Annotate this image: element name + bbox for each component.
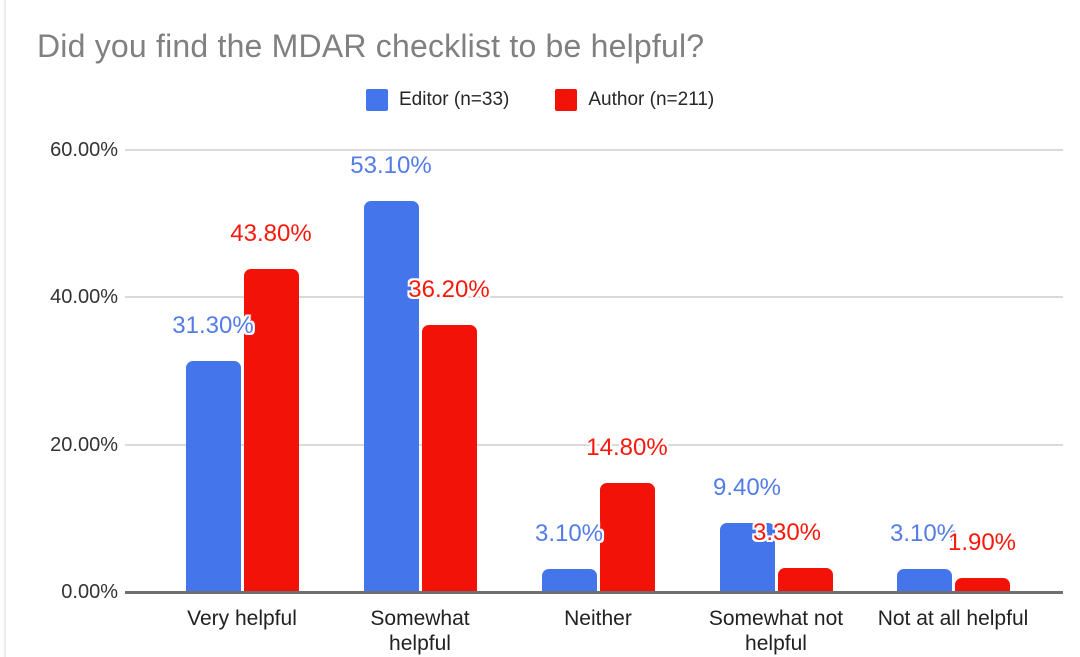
legend-item-editor: Editor (n=33) [366, 89, 509, 111]
bar-author-0 [243, 269, 299, 592]
value-label-author-1: 36.20% [408, 276, 490, 304]
y-tick-label: 20.00% [50, 433, 118, 456]
y-tick-label: 0.00% [61, 581, 118, 603]
value-label-editor-4: 3.10% [889, 520, 959, 548]
legend-item-author: Author (n=211) [555, 89, 714, 111]
bar-author-1 [421, 325, 477, 592]
value-label-author-2: 14.80% [586, 433, 668, 461]
y-tick-label: 60.00% [50, 138, 118, 161]
legend-label-author: Author (n=211) [588, 89, 715, 110]
bar-editor-4 [896, 569, 952, 592]
legend-label-editor: Editor (n=33) [399, 89, 510, 110]
bar-author-2 [599, 482, 655, 592]
x-category-label: Somewhat helpful [370, 607, 470, 655]
gridline [125, 296, 1063, 299]
legend: Editor (n=33) Author (n=211) [366, 89, 714, 111]
gridline [125, 148, 1063, 151]
value-label-author-0: 43.80% [230, 220, 312, 248]
bar-author-4 [954, 577, 1010, 592]
page-edge-line [4, 0, 6, 657]
chart-title: Did you find the MDAR checklist to be he… [37, 28, 705, 64]
gridline [125, 443, 1063, 446]
bar-author-3 [777, 567, 833, 592]
bar-editor-2 [541, 569, 597, 592]
value-label-author-4: 1.90% [947, 528, 1017, 556]
y-tick-label: 40.00% [50, 286, 118, 309]
bar-editor-3 [719, 522, 775, 592]
value-label-author-3: 3.30% [752, 518, 822, 546]
x-category-label: Not at all helpful [877, 607, 1029, 630]
value-label-editor-0: 31.30% [172, 312, 254, 340]
bar-editor-0 [185, 361, 241, 592]
value-label-editor-2: 3.10% [534, 520, 604, 548]
x-category-label: Somewhat not helpful [708, 607, 844, 655]
value-label-editor-3: 9.40% [712, 473, 782, 501]
value-label-editor-1: 53.10% [350, 151, 432, 179]
legend-swatch-author-icon [555, 89, 578, 111]
x-axis-baseline [125, 591, 1063, 594]
bar-editor-1 [363, 200, 419, 592]
x-category-label: Neither [564, 607, 632, 630]
x-category-label: Very helpful [187, 607, 297, 630]
legend-swatch-editor-icon [366, 89, 388, 111]
